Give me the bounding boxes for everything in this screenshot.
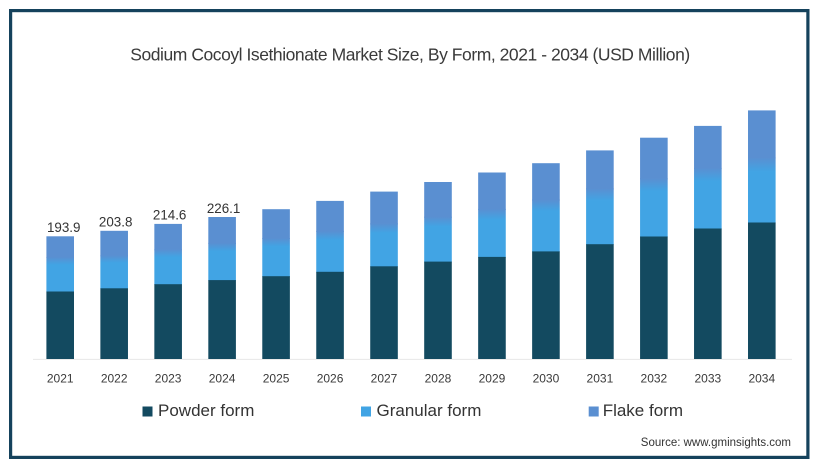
svg-text:Granular form: Granular form [377,401,482,420]
svg-text:2030: 2030 [533,372,560,386]
svg-text:203.8: 203.8 [99,215,133,230]
svg-text:2025: 2025 [263,372,290,386]
svg-text:2034: 2034 [748,372,775,386]
svg-text:2031: 2031 [587,372,614,386]
svg-text:2022: 2022 [101,372,128,386]
svg-text:2028: 2028 [425,372,452,386]
svg-text:2024: 2024 [209,372,236,386]
svg-text:2029: 2029 [479,372,506,386]
svg-text:Flake form: Flake form [603,401,683,420]
svg-text:2032: 2032 [641,372,668,386]
svg-text:2021: 2021 [47,372,74,386]
svg-text:2027: 2027 [371,372,398,386]
svg-text:226.1: 226.1 [207,201,241,216]
svg-text:Powder form: Powder form [158,401,254,420]
svg-text:Source: www.gminsights.com: Source: www.gminsights.com [641,437,791,449]
svg-text:2026: 2026 [317,372,344,386]
svg-text:2023: 2023 [155,372,182,386]
svg-text:193.9: 193.9 [47,220,81,235]
svg-text:2033: 2033 [694,372,721,386]
svg-text:Sodium Cocoyl Isethionate Mark: Sodium Cocoyl Isethionate Market Size, B… [130,45,689,65]
svg-text:214.6: 214.6 [153,208,187,223]
